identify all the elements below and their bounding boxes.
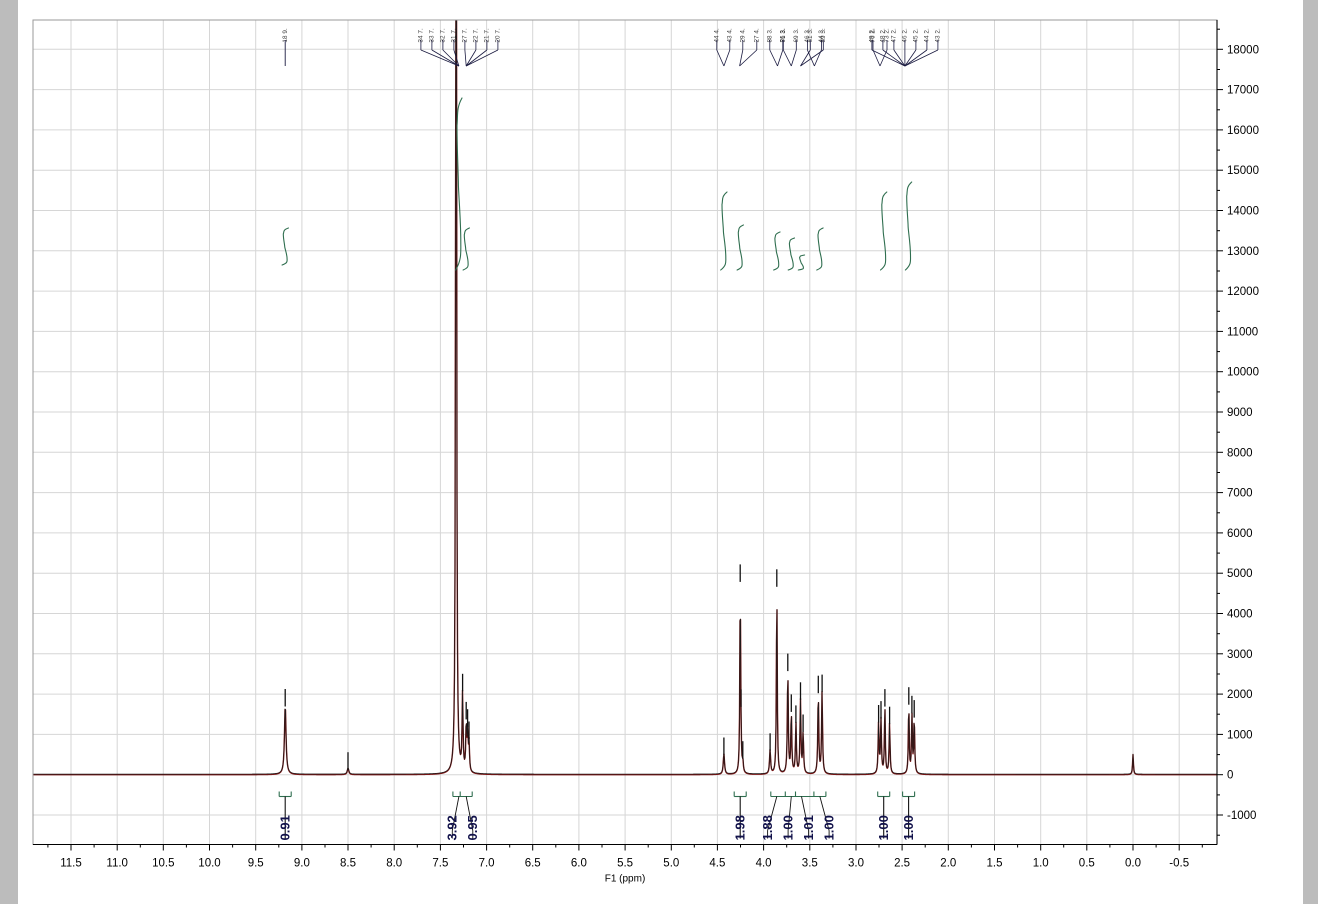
svg-text:0.91: 0.91: [278, 815, 293, 840]
svg-text:4.: 4.: [753, 28, 760, 34]
svg-text:7.5: 7.5: [432, 858, 448, 870]
svg-text:0.5: 0.5: [1079, 858, 1095, 870]
svg-text:0.95: 0.95: [465, 815, 480, 840]
svg-text:7.: 7.: [473, 28, 480, 34]
svg-text:4.: 4.: [726, 28, 733, 34]
svg-text:12000: 12000: [1227, 286, 1259, 298]
svg-text:2.: 2.: [880, 28, 887, 34]
svg-text:1.01: 1.01: [801, 815, 816, 840]
svg-text:7.: 7.: [495, 28, 502, 34]
svg-text:3.: 3.: [818, 28, 825, 34]
svg-text:9.: 9.: [282, 28, 289, 34]
svg-text:9000: 9000: [1227, 407, 1253, 419]
svg-text:0: 0: [1227, 770, 1233, 782]
svg-text:0.0: 0.0: [1125, 858, 1141, 870]
svg-text:7000: 7000: [1227, 488, 1253, 500]
svg-text:1.00: 1.00: [781, 815, 796, 840]
svg-text:10000: 10000: [1227, 367, 1259, 379]
svg-text:4.: 4.: [713, 28, 720, 34]
svg-text:8000: 8000: [1227, 447, 1253, 459]
svg-text:5000: 5000: [1227, 568, 1253, 580]
svg-text:3.5: 3.5: [802, 858, 818, 870]
svg-text:6.0: 6.0: [571, 858, 587, 870]
svg-text:4000: 4000: [1227, 609, 1253, 621]
svg-text:1.0: 1.0: [1033, 858, 1049, 870]
svg-text:1.00: 1.00: [822, 815, 837, 840]
svg-text:2.0: 2.0: [940, 858, 956, 870]
svg-text:7.: 7.: [484, 28, 491, 34]
svg-text:8.0: 8.0: [386, 858, 402, 870]
svg-text:11.0: 11.0: [106, 858, 128, 870]
svg-text:3.0: 3.0: [848, 858, 864, 870]
svg-text:18000: 18000: [1227, 44, 1259, 56]
svg-text:2.: 2.: [924, 28, 931, 34]
svg-text:4.0: 4.0: [756, 858, 772, 870]
svg-text:17000: 17000: [1227, 85, 1259, 97]
svg-text:3.: 3.: [804, 28, 811, 34]
svg-text:2.: 2.: [869, 28, 876, 34]
svg-text:7.: 7.: [451, 28, 458, 34]
svg-text:2.: 2.: [913, 28, 920, 34]
svg-text:2.: 2.: [891, 28, 898, 34]
svg-text:5.0: 5.0: [663, 858, 679, 870]
svg-text:14000: 14000: [1227, 206, 1259, 218]
svg-text:1.88: 1.88: [760, 815, 775, 840]
svg-text:7.: 7.: [462, 28, 469, 34]
svg-text:8.5: 8.5: [340, 858, 356, 870]
svg-text:2.5: 2.5: [894, 858, 910, 870]
svg-text:15000: 15000: [1227, 165, 1259, 177]
svg-text:7.0: 7.0: [479, 858, 495, 870]
svg-text:3.: 3.: [766, 28, 773, 34]
svg-text:F1 (ppm): F1 (ppm): [605, 874, 646, 885]
svg-text:5.5: 5.5: [617, 858, 633, 870]
svg-text:3.92: 3.92: [445, 815, 460, 840]
svg-text:2.: 2.: [935, 28, 942, 34]
svg-text:9.0: 9.0: [294, 858, 310, 870]
svg-text:9.5: 9.5: [248, 858, 264, 870]
svg-text:10.0: 10.0: [198, 858, 220, 870]
svg-text:13000: 13000: [1227, 246, 1259, 258]
svg-text:1.98: 1.98: [733, 815, 748, 840]
svg-text:-0.5: -0.5: [1169, 858, 1189, 870]
svg-text:1.5: 1.5: [987, 858, 1003, 870]
svg-text:1000: 1000: [1227, 729, 1253, 741]
svg-text:7.: 7.: [440, 28, 447, 34]
svg-text:7.: 7.: [429, 28, 436, 34]
svg-text:3.: 3.: [780, 28, 787, 34]
svg-text:4.: 4.: [739, 28, 746, 34]
svg-text:1.00: 1.00: [901, 815, 916, 840]
svg-text:11000: 11000: [1227, 326, 1258, 338]
svg-text:2000: 2000: [1227, 689, 1253, 701]
svg-text:3000: 3000: [1227, 649, 1253, 661]
svg-text:6.5: 6.5: [525, 858, 541, 870]
svg-text:16000: 16000: [1227, 125, 1259, 137]
svg-text:10.5: 10.5: [152, 858, 174, 870]
svg-text:2.: 2.: [902, 28, 909, 34]
svg-text:7.: 7.: [418, 28, 425, 34]
svg-text:-1000: -1000: [1227, 810, 1256, 822]
svg-text:4.5: 4.5: [709, 858, 725, 870]
svg-text:1.00: 1.00: [876, 815, 891, 840]
svg-text:11.5: 11.5: [60, 858, 82, 870]
svg-text:6000: 6000: [1227, 528, 1253, 540]
svg-text:3.: 3.: [793, 28, 800, 34]
